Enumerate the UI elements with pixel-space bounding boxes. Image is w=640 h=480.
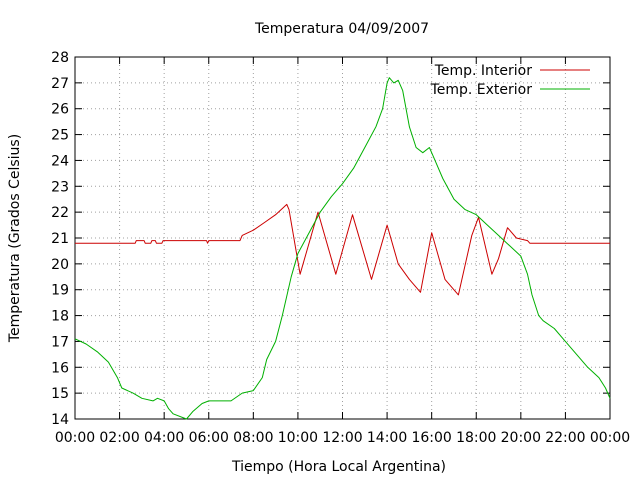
legend-label-interior: Temp. Interior — [434, 63, 533, 79]
y-tick-label: 17 — [51, 334, 69, 350]
legend-label-exterior: Temp. Exterior — [430, 82, 533, 98]
x-tick-label: 00:00 — [590, 430, 630, 446]
x-tick-labels: 00:00 02:00 04:00 06:00 08:00 10:00 12:00 14:00… — [55, 430, 630, 446]
grid-lines — [75, 57, 610, 419]
y-tick-label: 14 — [51, 412, 69, 428]
y-tick-label: 16 — [51, 360, 69, 376]
series-line-exterior — [74, 77, 611, 420]
y-tick-label: 15 — [51, 386, 69, 402]
x-axis-label: Tiempo (Hora Local Argentina) — [231, 459, 446, 475]
y-tick-label: 19 — [51, 283, 69, 299]
x-tick-label: 06:00 — [189, 430, 229, 446]
x-tick-label: 00:00 — [55, 430, 95, 446]
series-line-interior — [75, 203, 610, 296]
y-tick-label: 23 — [51, 179, 69, 195]
series-lines — [74, 77, 611, 420]
y-tick-label: 25 — [51, 128, 69, 144]
x-tick-label: 14:00 — [367, 430, 407, 446]
x-tick-label: 22:00 — [545, 430, 585, 446]
x-tick-label: 16:00 — [411, 430, 451, 446]
x-tick-label: 20:00 — [501, 430, 541, 446]
x-tick-label: 08:00 — [233, 430, 273, 446]
y-tick-label: 18 — [51, 309, 69, 325]
y-tick-labels: 14 15 16 17 18 19 20 21 22 23 24 25 26 27 28 — [51, 50, 69, 428]
chart-title: Temperatura 04/09/2007 — [254, 21, 429, 37]
y-tick-label: 28 — [51, 50, 69, 66]
legend: Temp. Interior Temp. Exterior — [430, 63, 590, 98]
y-tick-label: 22 — [51, 205, 69, 221]
y-tick-label: 20 — [51, 257, 69, 273]
y-tick-label: 21 — [51, 231, 69, 247]
x-tick-label: 04:00 — [144, 430, 184, 446]
y-tick-label: 27 — [51, 76, 69, 92]
y-tick-label: 24 — [51, 153, 69, 169]
y-tick-label: 26 — [51, 102, 69, 118]
axis-ticks — [74, 56, 611, 420]
x-tick-label: 02:00 — [99, 430, 139, 446]
x-tick-label: 18:00 — [456, 430, 496, 446]
y-axis-label: Temperatura (Grados Celsius) — [7, 134, 23, 343]
x-tick-label: 12:00 — [322, 430, 362, 446]
x-tick-label: 10:00 — [278, 430, 318, 446]
